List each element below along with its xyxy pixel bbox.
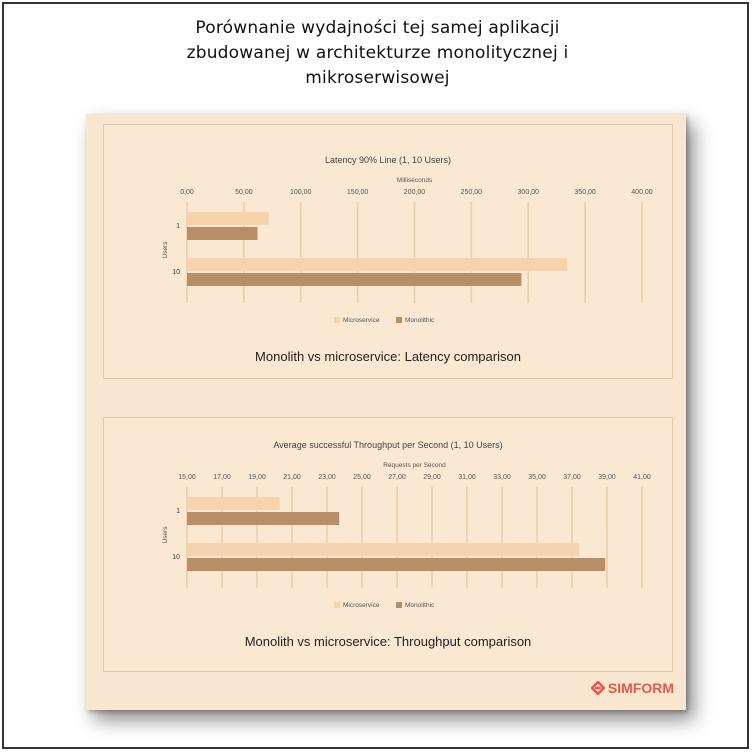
legend-swatch-microservice xyxy=(334,602,340,608)
x-axis-title: Requests per Second xyxy=(383,462,446,469)
x-tick-label: 27,00 xyxy=(388,474,406,481)
y-axis-title: Users xyxy=(162,241,169,259)
throughput-chart-caption: Monolith vs microservice: Throughput com… xyxy=(244,634,532,649)
x-tick-label: 35,00 xyxy=(528,474,546,481)
legend-swatch-monolithic xyxy=(396,317,402,323)
throughput-chart-title: Average successful Throughput per Second… xyxy=(273,440,503,450)
legend-label-microservice: Microservice xyxy=(343,602,380,609)
x-tick-label: 31,00 xyxy=(458,474,476,481)
y-axis-title: Users xyxy=(162,526,169,544)
legend-label-microservice: Microservice xyxy=(343,317,380,324)
x-tick-label: 250,00 xyxy=(461,189,483,196)
latency-chart-panel: Latency 90% Line (1, 10 Users) Milliseco… xyxy=(103,124,673,379)
bar-monolithic-1 xyxy=(187,227,258,240)
x-tick-label: 39,00 xyxy=(598,474,616,481)
x-tick-label: 400,00 xyxy=(631,189,653,196)
outer-frame xyxy=(2,2,749,749)
throughput-chart-panel: Average successful Throughput per Second… xyxy=(103,417,673,672)
x-tick-label: 33,00 xyxy=(493,474,511,481)
x-tick-label: 350,00 xyxy=(574,189,596,196)
y-tick-label: 10 xyxy=(172,269,180,276)
x-tick-label: 37,00 xyxy=(563,474,581,481)
x-tick-label: 41,00 xyxy=(633,474,651,481)
x-tick-label: 19,00 xyxy=(248,474,266,481)
infographic-card: Latency 90% Line (1, 10 Users) Milliseco… xyxy=(86,114,686,710)
simform-logo-text: SIMFORM xyxy=(607,680,674,696)
bar-monolithic-10 xyxy=(187,558,606,571)
legend-swatch-monolithic xyxy=(396,602,402,608)
x-tick-label: 25,00 xyxy=(353,474,371,481)
bar-microservice-1 xyxy=(187,497,280,510)
x-tick-label: 17,00 xyxy=(213,474,231,481)
bar-monolithic-1 xyxy=(187,512,340,525)
heading-line-3: mikroserwisowej xyxy=(305,68,450,88)
x-tick-label: 150,00 xyxy=(347,189,369,196)
x-tick-label: 0,00 xyxy=(180,189,194,196)
y-tick-label: 1 xyxy=(176,508,180,515)
heading-line-1: Porównanie wydajności tej samej aplikacj… xyxy=(195,18,560,38)
latency-chart-caption: Monolith vs microservice: Latency compar… xyxy=(255,349,521,364)
x-tick-label: 50,00 xyxy=(235,189,253,196)
legend-label-monolithic: Monolithic xyxy=(405,602,435,609)
x-tick-label: 21,00 xyxy=(283,474,301,481)
simform-logo-icon xyxy=(590,681,605,695)
legend-label-monolithic: Monolithic xyxy=(405,317,435,324)
heading-line-2: zbudowanej w architekturze monolitycznej… xyxy=(186,43,569,63)
throughput-chart: Requests per Second 15,00 17,00 19,00 21,00 2… xyxy=(162,462,651,609)
y-tick-label: 10 xyxy=(172,554,180,561)
x-tick-label: 23,00 xyxy=(318,474,336,481)
x-tick-label: 300,00 xyxy=(518,189,540,196)
bar-microservice-10 xyxy=(187,543,579,556)
x-tick-label: 15,00 xyxy=(178,474,196,481)
latency-chart-title: Latency 90% Line (1, 10 Users) xyxy=(324,155,452,165)
legend-swatch-microservice xyxy=(334,317,340,323)
x-axis-title: Milliseconds xyxy=(397,177,433,184)
page-heading: Porównanie wydajności tej samej aplikacj… xyxy=(100,16,655,91)
x-tick-label: 200,00 xyxy=(404,189,426,196)
latency-chart: Milliseconds 0,00 50,00 100,00 150,00 200,00 2… xyxy=(162,177,653,324)
bar-microservice-10 xyxy=(187,258,567,271)
x-tick-label: 29,00 xyxy=(423,474,441,481)
y-tick-label: 1 xyxy=(176,223,180,230)
simform-logo: SIMFORM xyxy=(590,680,674,696)
bar-microservice-1 xyxy=(187,212,269,225)
bar-monolithic-10 xyxy=(187,273,522,286)
x-tick-label: 100,00 xyxy=(290,189,312,196)
